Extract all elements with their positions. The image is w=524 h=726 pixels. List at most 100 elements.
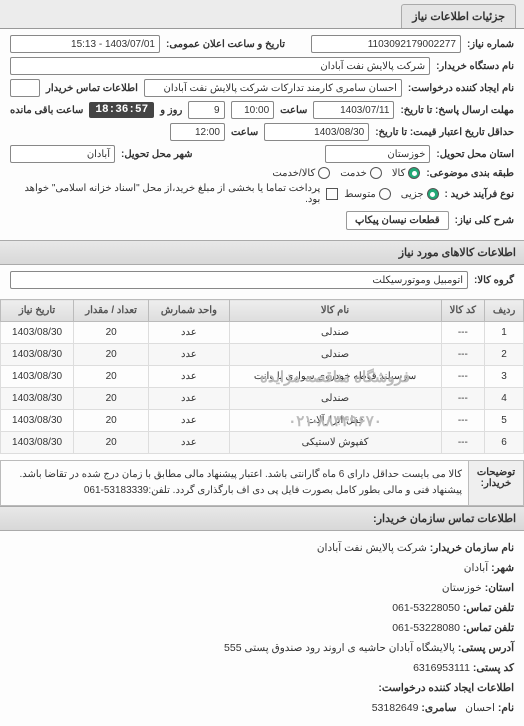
table-cell: 20 (74, 322, 149, 344)
label-creator-section: اطلاعات ایجاد کننده درخواست: (378, 682, 514, 694)
table-cell: 1403/08/30 (1, 322, 74, 344)
label-post: کد پستی: (473, 662, 514, 674)
label-remain-days: روز و (160, 105, 182, 116)
label-name: نام: (498, 702, 514, 714)
label-group: گروه کالا: (474, 275, 514, 286)
table-cell: 1 (485, 322, 524, 344)
watermark-text: فروشگاه مناقصه مزایده (260, 368, 410, 386)
table-cell: 3 (485, 366, 524, 388)
table-cell: 20 (74, 344, 149, 366)
label-requester: نام ایجاد کننده درخواست: (408, 83, 514, 94)
radio-group-type: کالا خدمت کالا/خدمت (272, 167, 420, 179)
value-province2: خوزستان (442, 582, 482, 594)
label-tel: تلفن تماس: (463, 602, 514, 614)
table-cell: عدد (149, 410, 229, 432)
table-cell: --- (441, 410, 485, 432)
value-fax: 53228080-061 (392, 622, 460, 634)
label-time-2: ساعت (231, 127, 258, 138)
label-city: شهر محل تحویل: (121, 149, 193, 160)
chip-desc: قطعات نیسان پیکاپ (346, 211, 449, 230)
radio-dot-icon (379, 188, 391, 200)
table-cell: قفل ابزارآلات۰۲۱-۸۸۳۴۹۶۷۰ (229, 410, 441, 432)
radio-label: کالا/خدمت (272, 168, 315, 179)
radio-option[interactable]: جزیی (401, 188, 439, 200)
table-cell: عدد (149, 322, 229, 344)
label-credit: حداقل تاریخ اعتبار قیمت: تا تاریخ: (375, 127, 514, 138)
label-number: شماره نیاز: (467, 39, 514, 50)
field-province: خوزستان (325, 145, 430, 163)
table-header: تعداد / مقدار (74, 300, 149, 322)
field-remain-days: 9 (188, 101, 224, 119)
table-row: 5---قفل ابزارآلات۰۲۱-۸۸۳۴۹۶۷۰عدد201403/0… (1, 410, 524, 432)
table-cell: 1403/08/30 (1, 344, 74, 366)
table-header: ردیف (485, 300, 524, 322)
watermark-phone: ۰۲۱-۸۸۳۴۹۶۷۰ (288, 412, 382, 430)
label-org: نام سازمان خریدار: (430, 542, 514, 554)
label-type: طبقه بندی موضوعی: (426, 168, 514, 179)
table-cell: --- (441, 388, 485, 410)
value-org: شرکت پالایش نفت آبادان (317, 542, 427, 554)
table-cell: 20 (74, 410, 149, 432)
table-header: واحد شمارش (149, 300, 229, 322)
value-name: احسان (465, 702, 495, 714)
field-credit-date: 1403/08/30 (264, 123, 369, 141)
note-treasury: پرداخت تماما یا بخشی از مبلغ خرید،از محل… (10, 183, 320, 205)
radio-option[interactable]: کالا/خدمت (272, 167, 330, 179)
radio-option[interactable]: متوسط (344, 188, 390, 200)
table-row: 6---کفپوش لاستیکیعدد201403/08/30 (1, 432, 524, 454)
radio-label: جزیی (401, 189, 424, 200)
table-cell: عدد (149, 388, 229, 410)
value-city2: آبادان (464, 562, 488, 574)
radio-group-proc: جزیی متوسط (344, 188, 438, 200)
buyer-note-box: توضیحات خریدار: کالا می بایست حداقل دارا… (0, 460, 524, 506)
label-remain-suffix: ساعت باقی مانده (10, 105, 83, 116)
checkbox-treasury[interactable] (326, 188, 338, 200)
radio-dot-icon (427, 188, 439, 200)
tab-details[interactable]: جزئیات اطلاعات نیاز (401, 4, 516, 28)
label-proc: نوع فرآیند خرید : (445, 189, 514, 200)
field-contact (10, 79, 40, 97)
table-cell: عدد (149, 432, 229, 454)
radio-option[interactable]: کالا (392, 167, 421, 179)
table-header: نام کالا (229, 300, 441, 322)
table-cell: 20 (74, 388, 149, 410)
label-deadline: مهلت ارسال پاسخ: تا تاریخ: (400, 105, 514, 116)
table-cell: صندلی (229, 322, 441, 344)
buyer-note-label: توضیحات خریدار: (468, 461, 523, 505)
table-cell: کفپوش لاستیکی (229, 432, 441, 454)
label-contact: اطلاعات تماس خریدار (46, 83, 138, 94)
contact-block: نام سازمان خریدار: شرکت پالایش نفت آبادا… (0, 531, 524, 726)
radio-option[interactable]: خدمت (340, 167, 382, 179)
label-desc: شرح کلی نیاز: (455, 215, 514, 226)
label-date: تاریخ و ساعت اعلان عمومی: (166, 39, 285, 50)
table-header: تاریخ نیاز (1, 300, 74, 322)
section-contact-header: اطلاعات تماس سازمان خریدار: (0, 506, 524, 531)
table-cell: 20 (74, 432, 149, 454)
field-deadline-time: 10:00 (231, 101, 275, 119)
table-cell: --- (441, 432, 485, 454)
table-cell: 1403/08/30 (1, 410, 74, 432)
section-items-header: اطلاعات کالاهای مورد نیاز (0, 240, 524, 265)
table-row: 4---صندلیعدد201403/08/30 (1, 388, 524, 410)
value-tel: 53228050-061 (392, 602, 460, 614)
field-date: 1403/07/01 - 15:13 (10, 35, 160, 53)
table-cell: صندلی (229, 344, 441, 366)
label-addr: آدرس پستی: (458, 642, 514, 654)
label-fax: تلفن تماس: (463, 622, 514, 634)
field-group: اتومبیل وموتورسیکلت (10, 271, 468, 289)
table-cell: 1403/08/30 (1, 432, 74, 454)
buyer-note-text: کالا می بایست حداقل دارای 6 ماه گارانتی … (1, 461, 468, 505)
table-header: کد کالا (441, 300, 485, 322)
table-cell: 20 (74, 366, 149, 388)
field-requester: احسان سامری کارمند تدارکات شرکت پالایش ن… (144, 79, 402, 97)
radio-label: متوسط (344, 189, 375, 200)
label-surname: سامری: (421, 702, 456, 714)
field-city: آبادان (10, 145, 115, 163)
field-deadline-date: 1403/07/11 (313, 101, 394, 119)
field-number: 1103092179002277 (311, 35, 461, 53)
table-cell: 5 (485, 410, 524, 432)
table-cell: 1403/08/30 (1, 388, 74, 410)
table-cell: --- (441, 344, 485, 366)
table-cell: عدد (149, 344, 229, 366)
table-cell: سرسیلند قوطه خودروی سواری یا وانتفروشگاه… (229, 366, 441, 388)
